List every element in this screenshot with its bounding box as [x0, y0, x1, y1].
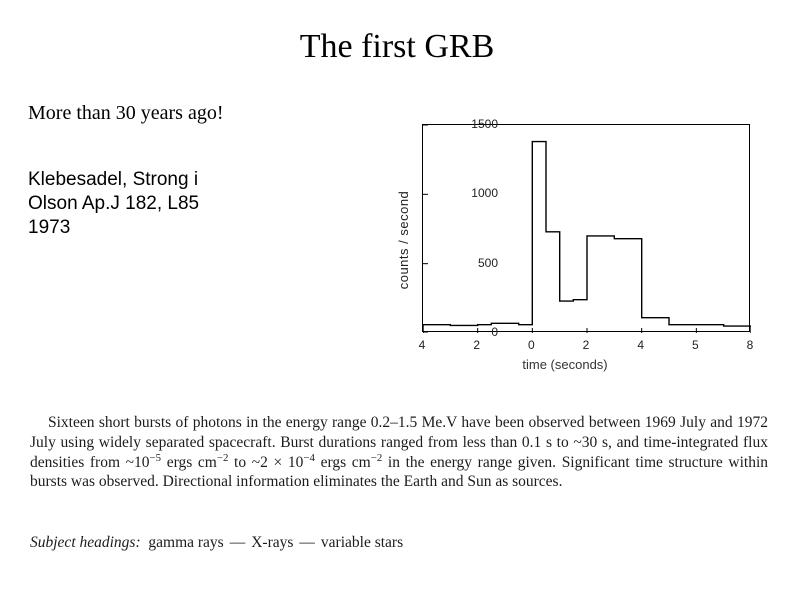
subject-headings-label: Subject headings:	[30, 534, 141, 551]
xtick-label: 4	[637, 338, 644, 352]
abstract-text: Sixteen short bursts of photons in the e…	[30, 413, 768, 492]
xtick-label: 0	[528, 338, 535, 352]
lightcurve-chart: counts / second time (seconds) 0 500 1000 1…	[360, 110, 770, 370]
ytick-label: 1500	[448, 117, 498, 131]
citation-block: Klebesadel, Strong i Olson Ap.J 182, L85…	[28, 168, 199, 239]
subject-item: variable stars	[321, 534, 403, 551]
citation-line-1: Klebesadel, Strong i	[28, 168, 199, 192]
subject-headings: Subject headings: gamma rays—X-rays—vari…	[30, 534, 403, 552]
histogram-svg	[423, 125, 751, 333]
xtick-label: 2	[583, 338, 590, 352]
subject-item: X-rays	[251, 534, 293, 551]
citation-line-2: Olson Ap.J 182, L85	[28, 192, 199, 216]
subject-item: gamma rays	[148, 534, 223, 551]
xtick-label: 4	[419, 338, 426, 352]
xtick-label: 2	[473, 338, 480, 352]
xtick-label: 8	[747, 338, 754, 352]
ytick-label: 0	[448, 325, 498, 339]
chart-xlabel: time (seconds)	[522, 357, 607, 372]
ytick-label: 500	[448, 256, 498, 270]
ytick-label: 1000	[448, 186, 498, 200]
page-title: The first GRB	[0, 28, 794, 66]
chart-plot-area	[422, 124, 750, 332]
subtitle: More than 30 years ago!	[28, 102, 224, 125]
xtick-label: 5	[692, 338, 699, 352]
chart-ylabel: counts / second	[396, 191, 411, 290]
citation-line-3: 1973	[28, 216, 199, 240]
histogram-step-line	[423, 142, 751, 333]
